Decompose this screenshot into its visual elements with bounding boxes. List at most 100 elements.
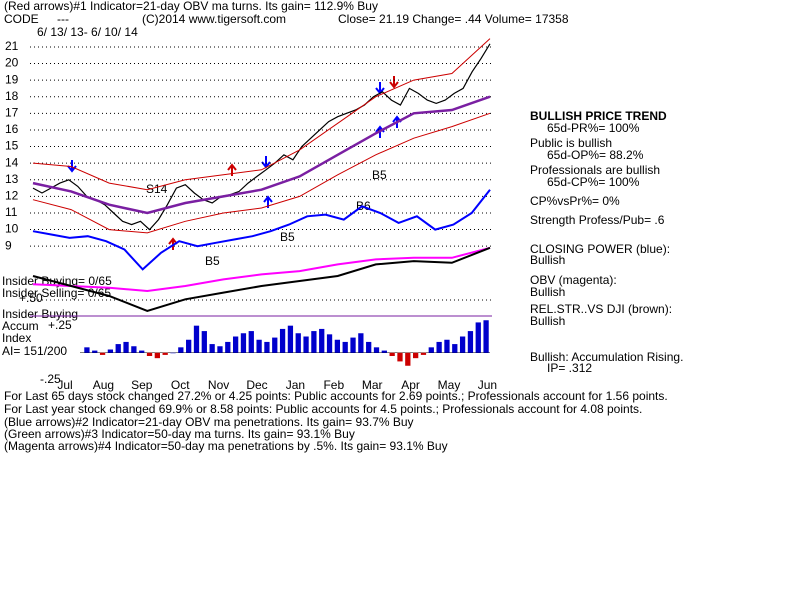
side-text: Bullish <box>530 285 565 299</box>
accum-bar <box>186 339 192 353</box>
footer: For Last 65 days stock changed 27.2% or … <box>4 389 668 453</box>
accum-bar <box>444 339 450 353</box>
arrow <box>389 76 399 89</box>
accum-bar <box>232 336 239 353</box>
accum-bar <box>397 352 403 362</box>
accum-bar <box>452 344 458 353</box>
accum-bar <box>272 337 278 353</box>
accum-bar <box>209 344 215 353</box>
annotation: B5 <box>205 254 220 268</box>
side-text: CLOSING POWER (blue): <box>530 242 670 256</box>
left-label: Accum <box>2 319 39 333</box>
accum-bar <box>358 333 364 353</box>
accum-bar <box>240 333 247 353</box>
accum-bar <box>319 328 325 353</box>
accum-bar <box>279 328 286 353</box>
x-tick-label: May <box>438 378 461 392</box>
side-text: CP%vsPr%= 0% <box>530 194 620 208</box>
accum-bar <box>311 331 317 353</box>
accum-bar <box>84 347 90 353</box>
side-text: BULLISH PRICE TREND <box>530 109 667 123</box>
side-panel: BULLISH PRICE TREND 65d-PR%= 100% Public… <box>530 109 683 375</box>
accum-bar <box>475 322 481 353</box>
y-tick-label: +.50 <box>19 291 43 305</box>
series-line <box>32 95 491 215</box>
accum-bar <box>366 341 372 353</box>
accum-bar <box>436 341 442 353</box>
accum-bar <box>139 350 145 353</box>
side-text: Bullish: Accumulation Rising. <box>530 350 683 364</box>
accum-bar <box>350 337 356 353</box>
left-labels: Insider Buying= 0/65 Insider Selling= 0/… <box>2 274 112 358</box>
y-tick-label: 12 <box>5 189 19 203</box>
side-text: Bullish <box>530 314 565 328</box>
side-text: 65d-CP%= 100% <box>547 175 640 189</box>
accum-bar <box>217 346 223 353</box>
accum-bar <box>193 325 200 353</box>
accum-bar <box>131 346 137 353</box>
y-tick-label: 13 <box>5 172 19 186</box>
y-tick-label: 14 <box>5 155 19 169</box>
accum-bar <box>326 334 333 353</box>
accum-bar <box>373 347 380 353</box>
y-tick-label: 17 <box>5 106 19 120</box>
annotation: B5 <box>280 230 295 244</box>
accum-bar <box>146 352 153 356</box>
y-tick-label: 9 <box>5 238 12 252</box>
x-tick-label: Apr <box>401 378 420 392</box>
x-tick-label: Jul <box>57 378 72 392</box>
accum-bar <box>154 352 160 359</box>
series-line <box>32 246 491 293</box>
date-range: 6/ 13/ 13- 6/ 10/ 14 <box>37 25 138 39</box>
side-text: Strength Profess/Pub= .6 <box>530 213 665 227</box>
side-text: Professionals are bullish <box>530 163 660 177</box>
side-text: Public is bullish <box>530 136 612 150</box>
accum-bar <box>389 352 395 356</box>
footer-line: (Green arrows)#3 Indicator=50-day ma tur… <box>4 427 355 441</box>
series-line <box>32 112 491 234</box>
accum-bar <box>99 352 106 355</box>
copyright: (C)2014 www.tigersoft.com <box>142 12 286 26</box>
accum-bar <box>162 352 168 355</box>
y-tick-label: 21 <box>5 39 19 53</box>
x-tick-label: Sep <box>131 378 153 392</box>
left-label: Insider Buying= 0/65 <box>2 274 112 288</box>
accum-bar <box>413 352 419 359</box>
y-tick-label: 20 <box>5 56 19 70</box>
series-line <box>32 43 491 231</box>
header-line: (Red arrows)#1 Indicator=21-day OBV ma t… <box>4 0 378 13</box>
y-tick-label: 16 <box>5 122 19 136</box>
series-line <box>32 189 491 271</box>
y-tick-label: -.25 <box>40 372 61 386</box>
x-tick-label: Nov <box>208 378 229 392</box>
accum-bar <box>428 347 434 353</box>
accum-bar <box>334 339 341 353</box>
side-text: Bullish <box>530 253 565 267</box>
arrow <box>227 163 237 176</box>
accum-bar <box>256 339 262 353</box>
accum-bar <box>92 350 98 353</box>
y-tick-label: 18 <box>5 89 19 103</box>
series-line <box>32 246 491 312</box>
footer-line: For Last year stock changed 69.9% or 8.5… <box>4 402 642 416</box>
x-tick-label: Dec <box>246 378 267 392</box>
footer-line: (Blue arrows)#2 Indicator=21-day OBV ma … <box>4 415 414 429</box>
accum-bar <box>123 341 129 353</box>
left-label: Index <box>2 331 31 345</box>
accum-bar <box>459 336 466 353</box>
accum-bar <box>178 347 184 353</box>
accum-bar <box>381 350 387 353</box>
side-text: IP= .312 <box>547 361 592 375</box>
y-tick-label: 15 <box>5 139 19 153</box>
accum-bar <box>107 349 114 353</box>
x-tick-label: Jan <box>286 378 305 392</box>
y-tick-label: +.25 <box>48 318 72 332</box>
footer-line: For Last 65 days stock changed 27.2% or … <box>4 389 668 403</box>
annotation: B5 <box>372 168 387 182</box>
side-text: 65d-PR%= 100% <box>547 121 640 135</box>
footer-line: (Magenta arrows)#4 Indicator=50-day ma p… <box>4 439 448 453</box>
y-tick-label: 19 <box>5 72 19 86</box>
